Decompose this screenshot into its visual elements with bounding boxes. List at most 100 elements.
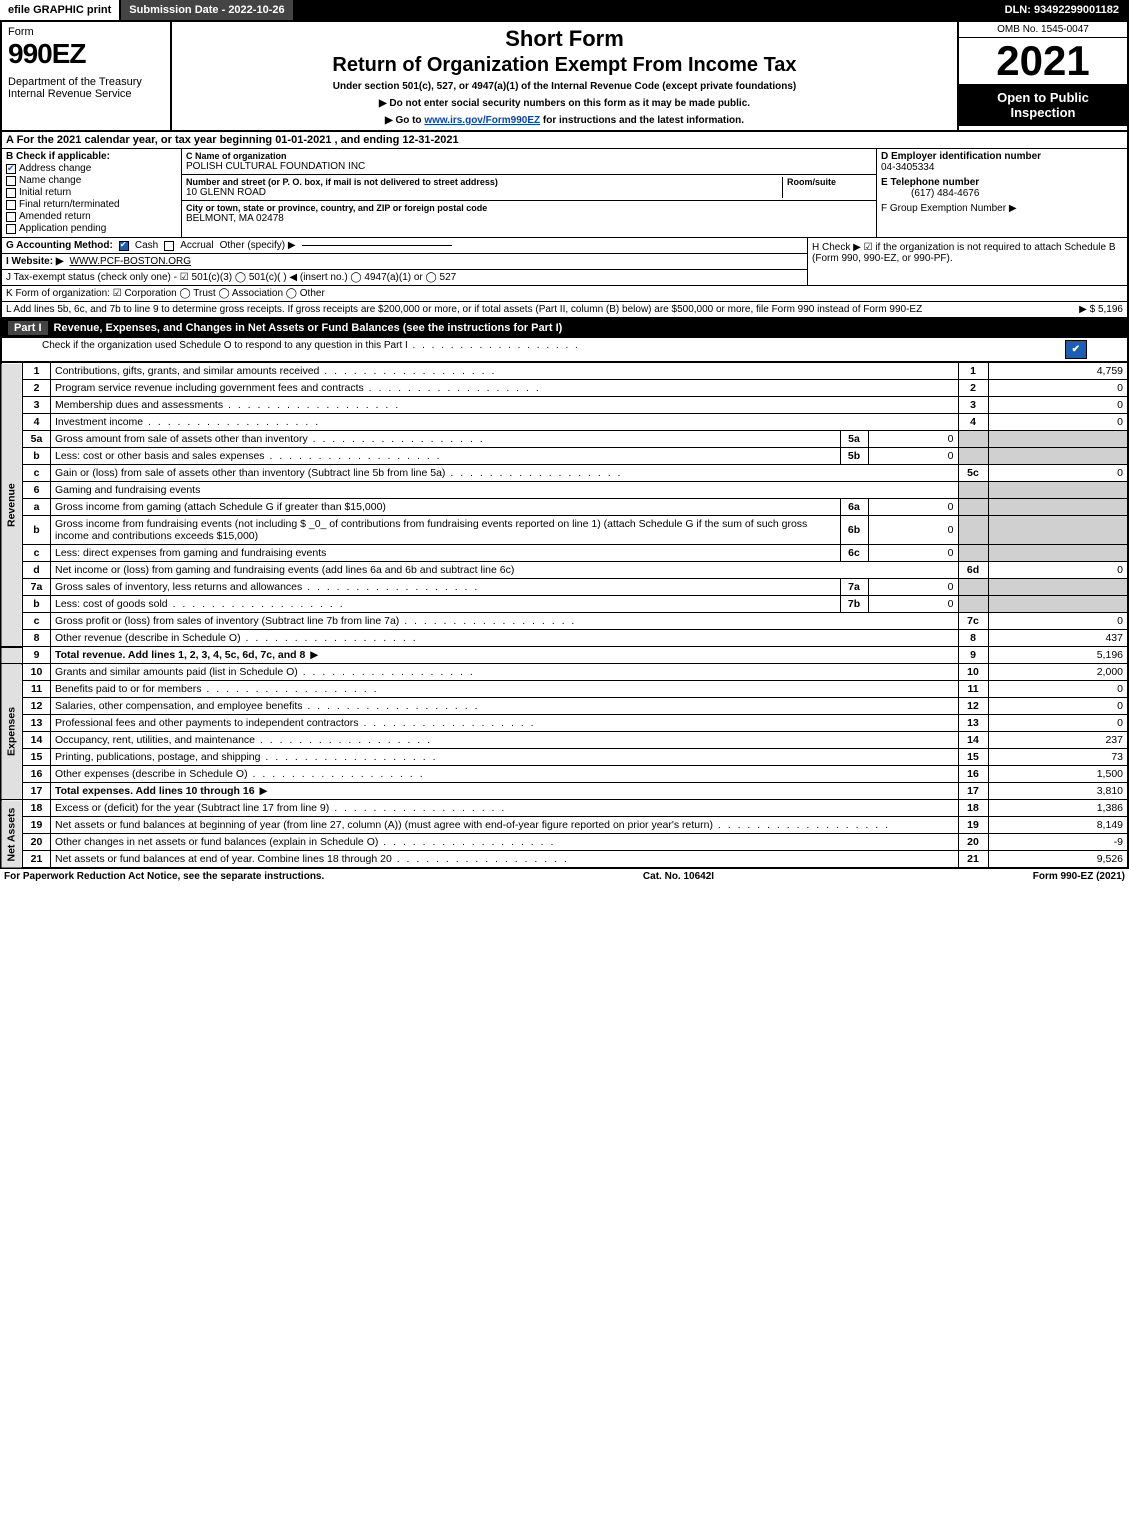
- line-no: c: [23, 545, 51, 562]
- line-ref: 4: [958, 414, 988, 431]
- line-no: c: [23, 613, 51, 630]
- line-ref: 9: [958, 647, 988, 664]
- line-amount: 0: [988, 414, 1128, 431]
- accrual-label: Accrual: [180, 240, 213, 251]
- shaded-cell: [988, 516, 1128, 545]
- line-ref: 15: [958, 749, 988, 766]
- inner-amount: 0: [868, 499, 958, 516]
- shaded-cell: [958, 516, 988, 545]
- line-desc: Professional fees and other payments to …: [51, 715, 959, 732]
- chk-address-change[interactable]: Address change: [6, 163, 177, 174]
- checkbox-icon: [6, 212, 16, 222]
- line-desc: Investment income: [51, 414, 959, 431]
- line-ref: 13: [958, 715, 988, 732]
- shaded-cell: [958, 499, 988, 516]
- row-g-accounting: G Accounting Method: Cash Accrual Other …: [2, 238, 807, 254]
- efile-print-label[interactable]: efile GRAPHIC print: [0, 0, 121, 20]
- inner-ref: 7a: [840, 579, 868, 596]
- schedule-o-checkbox[interactable]: ✔: [1065, 340, 1087, 359]
- checkbox-icon[interactable]: [164, 241, 174, 251]
- line-no: 10: [23, 664, 51, 681]
- row-a-taxyear: A For the 2021 calendar year, or tax yea…: [0, 132, 1129, 149]
- chk-name-change[interactable]: Name change: [6, 175, 177, 186]
- addr-label: Number and street (or P. O. box, if mail…: [186, 177, 782, 187]
- line-no: 8: [23, 630, 51, 647]
- form-header: Form 990EZ Department of the Treasury In…: [0, 20, 1129, 132]
- line-amount: 9,526: [988, 851, 1128, 869]
- chk-amended-return[interactable]: Amended return: [6, 211, 177, 222]
- inner-amount: 0: [868, 579, 958, 596]
- chk-application-pending[interactable]: Application pending: [6, 223, 177, 234]
- irs-link[interactable]: www.irs.gov/Form990EZ: [424, 115, 540, 126]
- header-left: Form 990EZ Department of the Treasury In…: [2, 22, 172, 130]
- line-ref: 8: [958, 630, 988, 647]
- expenses-side-label: Expenses: [1, 664, 23, 800]
- line-desc: Less: cost or other basis and sales expe…: [51, 448, 841, 465]
- part-i-table: Revenue 1 Contributions, gifts, grants, …: [0, 362, 1129, 869]
- checkbox-icon[interactable]: [119, 241, 129, 251]
- line-ref: 11: [958, 681, 988, 698]
- line-amount: 1,500: [988, 766, 1128, 783]
- room-label: Room/suite: [787, 177, 872, 187]
- line-amount: 5,196: [988, 647, 1128, 664]
- line-no: 4: [23, 414, 51, 431]
- open-public: Open to Public Inspection: [959, 84, 1127, 126]
- inner-amount: 0: [868, 448, 958, 465]
- block-b-through-f: B Check if applicable: Address change Na…: [0, 149, 1129, 238]
- org-name-block: C Name of organization POLISH CULTURAL F…: [182, 149, 876, 175]
- line-ref: 5c: [958, 465, 988, 482]
- line-desc: Total expenses. Add lines 10 through 16: [51, 783, 959, 800]
- line-desc: Gross amount from sale of assets other t…: [51, 431, 841, 448]
- line-desc: Other expenses (describe in Schedule O): [51, 766, 959, 783]
- line-amount: 8,149: [988, 817, 1128, 834]
- col-b: B Check if applicable: Address change Na…: [2, 149, 182, 237]
- checkbox-icon: [6, 164, 16, 174]
- line-desc: Total revenue. Add lines 1, 2, 3, 4, 5c,…: [51, 647, 959, 664]
- part-tag: Part I: [8, 321, 48, 335]
- shaded-cell: [958, 482, 988, 499]
- shaded-cell: [988, 545, 1128, 562]
- part-i-checkline: Check if the organization used Schedule …: [0, 338, 1129, 362]
- tax-year: 2021: [959, 38, 1127, 84]
- line-amount: 0: [988, 613, 1128, 630]
- row-k-org-form: K Form of organization: ☑ Corporation ◯ …: [0, 286, 1129, 302]
- line-desc: Benefits paid to or for members: [51, 681, 959, 698]
- street-address: 10 GLENN ROAD: [186, 187, 782, 198]
- c-name-label: C Name of organization: [186, 151, 872, 161]
- submission-date: Submission Date - 2022-10-26: [121, 0, 294, 20]
- line-no: 2: [23, 380, 51, 397]
- line-no: 9: [23, 647, 51, 664]
- part-title: Revenue, Expenses, and Changes in Net As…: [54, 322, 563, 334]
- footer-right: Form 990-EZ (2021): [1033, 871, 1125, 882]
- page-footer: For Paperwork Reduction Act Notice, see …: [0, 869, 1129, 884]
- website-link[interactable]: WWW.PCF-BOSTON.ORG: [70, 256, 191, 267]
- line-amount: 437: [988, 630, 1128, 647]
- g-label: G Accounting Method:: [6, 240, 113, 251]
- goto-post: for instructions and the latest informat…: [540, 115, 744, 126]
- line-ref: 10: [958, 664, 988, 681]
- l-amount: ▶ $ 5,196: [1079, 304, 1123, 315]
- form-title: Return of Organization Exempt From Incom…: [178, 54, 951, 77]
- footer-mid: Cat. No. 10642I: [643, 871, 714, 882]
- chk-initial-return[interactable]: Initial return: [6, 187, 177, 198]
- line-ref: 6d: [958, 562, 988, 579]
- other-specify-line[interactable]: [302, 245, 452, 246]
- inner-amount: 0: [868, 545, 958, 562]
- inner-ref: 6b: [840, 516, 868, 545]
- shaded-cell: [988, 482, 1128, 499]
- line-ref: 14: [958, 732, 988, 749]
- line-ref: 12: [958, 698, 988, 715]
- other-label: Other (specify) ▶: [220, 240, 296, 251]
- inner-ref: 7b: [840, 596, 868, 613]
- line-no: b: [23, 516, 51, 545]
- chk-final-return[interactable]: Final return/terminated: [6, 199, 177, 210]
- irs-label: Internal Revenue Service: [8, 88, 164, 100]
- line-ref: 3: [958, 397, 988, 414]
- line-amount: -9: [988, 834, 1128, 851]
- line-ref: 21: [958, 851, 988, 869]
- line-no: d: [23, 562, 51, 579]
- line-no: 3: [23, 397, 51, 414]
- line-amount: 4,759: [988, 363, 1128, 380]
- shaded-cell: [958, 579, 988, 596]
- header-right: OMB No. 1545-0047 2021 Open to Public In…: [957, 22, 1127, 130]
